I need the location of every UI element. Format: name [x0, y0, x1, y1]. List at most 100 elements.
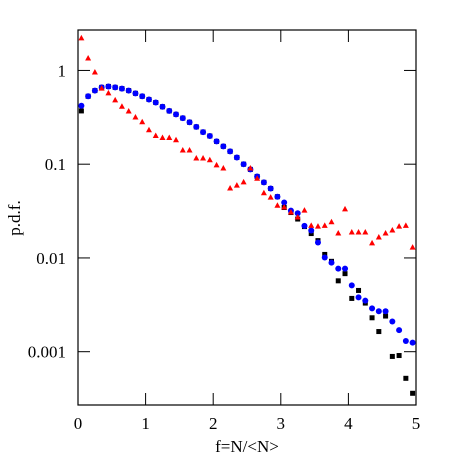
point	[152, 99, 159, 106]
point	[369, 315, 375, 321]
point	[91, 69, 98, 75]
point	[314, 239, 321, 246]
point	[375, 308, 382, 315]
point	[260, 179, 267, 186]
y-axis-label: p.d.f.	[5, 200, 24, 235]
point	[402, 222, 409, 228]
point	[321, 254, 328, 261]
point	[362, 297, 369, 304]
point	[362, 228, 369, 235]
point	[356, 287, 362, 293]
point	[132, 113, 139, 120]
y-tick-label: 1	[58, 61, 67, 80]
point	[348, 228, 355, 235]
point	[220, 164, 227, 171]
point	[301, 222, 308, 229]
point	[139, 118, 146, 125]
point	[159, 134, 166, 141]
point	[78, 102, 85, 109]
x-tick-label: 5	[412, 414, 421, 433]
point	[382, 230, 389, 236]
point	[260, 189, 267, 196]
point	[355, 294, 362, 301]
point	[308, 231, 314, 237]
point	[383, 313, 389, 319]
point	[179, 115, 186, 122]
point	[227, 148, 234, 155]
x-tick-label: 4	[344, 414, 353, 433]
point	[145, 126, 152, 133]
point	[342, 205, 349, 212]
point	[166, 134, 173, 141]
point	[409, 244, 416, 250]
point	[179, 146, 186, 153]
point	[78, 34, 85, 41]
point	[233, 182, 240, 188]
point	[281, 199, 288, 206]
point	[220, 143, 227, 150]
point	[375, 234, 382, 240]
point	[355, 228, 362, 235]
point	[287, 209, 294, 215]
point	[342, 271, 348, 277]
point	[328, 259, 335, 266]
point	[118, 103, 125, 109]
point	[274, 202, 281, 208]
point	[328, 218, 335, 225]
point	[396, 353, 402, 359]
point	[132, 90, 139, 97]
point	[369, 239, 376, 246]
point	[267, 185, 274, 192]
point	[402, 338, 409, 345]
x-axis-label: f=N/<N>	[215, 437, 279, 456]
point	[281, 204, 288, 210]
point	[254, 175, 261, 181]
point	[403, 375, 409, 381]
point	[396, 327, 403, 334]
point	[396, 223, 403, 229]
point	[186, 146, 193, 153]
point	[193, 154, 200, 161]
point	[206, 132, 213, 139]
point	[389, 353, 395, 359]
point	[240, 161, 247, 168]
point	[409, 339, 416, 346]
point	[308, 227, 315, 234]
x-tick-label: 1	[141, 414, 150, 433]
point	[125, 107, 132, 114]
point	[139, 93, 146, 100]
y-tick-label: 0.01	[36, 249, 66, 268]
point	[145, 96, 152, 103]
point	[240, 178, 247, 185]
point	[382, 308, 389, 315]
point	[321, 222, 328, 228]
point	[389, 227, 396, 233]
point	[308, 222, 315, 228]
y-tick-label: 0.1	[45, 155, 66, 174]
point	[105, 89, 112, 96]
point	[200, 154, 207, 161]
point	[206, 156, 213, 163]
point	[112, 96, 119, 103]
point	[267, 194, 274, 200]
point	[85, 55, 92, 61]
point	[152, 132, 159, 138]
point	[348, 282, 355, 289]
x-tick-label: 2	[209, 414, 218, 433]
point	[200, 129, 207, 136]
point	[125, 87, 132, 94]
point	[118, 85, 125, 92]
point	[105, 83, 112, 90]
point	[227, 185, 234, 191]
point	[369, 305, 376, 312]
point	[173, 111, 180, 118]
point	[166, 107, 173, 114]
point	[322, 251, 328, 257]
point	[274, 193, 281, 200]
point	[98, 85, 105, 91]
point	[342, 265, 349, 272]
point	[314, 223, 321, 229]
point	[159, 103, 166, 110]
point	[410, 390, 416, 396]
